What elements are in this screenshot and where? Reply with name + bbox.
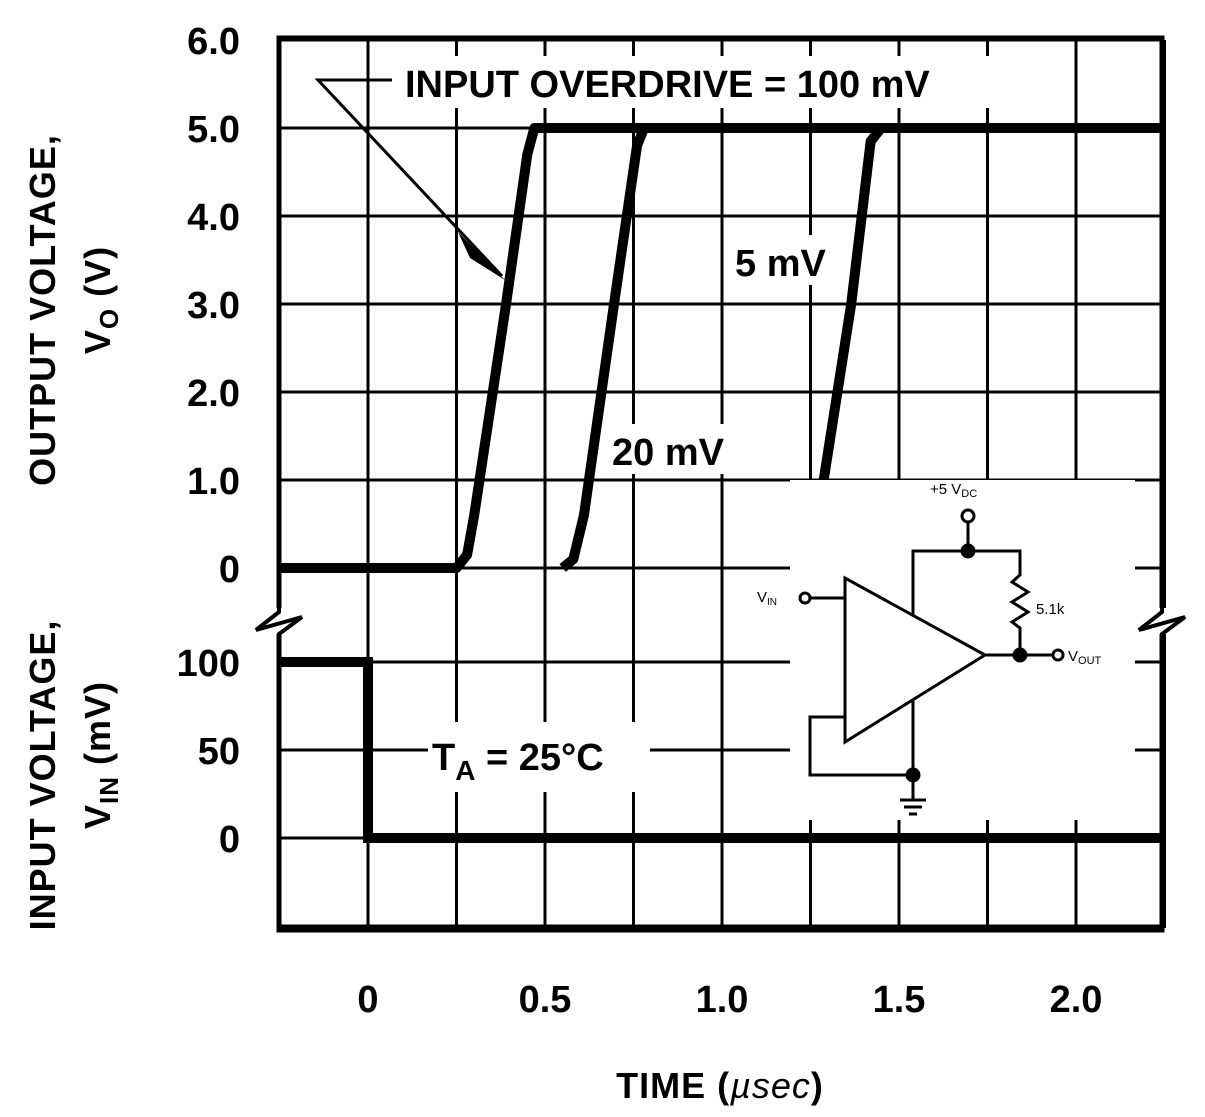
overdrive-label: INPUT OVERDRIVE = 100 mV: [405, 64, 930, 106]
comparator-triangle-icon: [843, 575, 988, 745]
vout-terminal-icon: [1051, 648, 1065, 662]
resistor-label: 5.1k: [1036, 601, 1065, 618]
xlabel: TIME (µsec): [616, 1065, 824, 1106]
lower-ylabel-line1: INPUT VOLTAGE,: [22, 620, 63, 931]
vin-label: VIN: [757, 589, 777, 608]
upper-y-tick-label: 2.0: [187, 373, 240, 415]
lower-y-tick-label: 0: [219, 819, 240, 861]
x-tick-label: 1.0: [696, 979, 749, 1021]
overdrive-leader: [314, 78, 504, 278]
upper-y-tick-label: 4.0: [187, 197, 240, 239]
lower-y-tick-label: 100: [177, 643, 240, 685]
ground-icon: [900, 798, 926, 816]
x-tick-label: 0.5: [519, 979, 572, 1021]
supply-terminal-icon: [960, 508, 976, 524]
x-tick-label: 2.0: [1050, 979, 1103, 1021]
temp-label-bg: [425, 722, 650, 792]
lower-ylabel-line2: VIN (mV): [77, 681, 124, 829]
label-20mv: 20 mV: [612, 432, 725, 474]
axis-break-right: [1137, 600, 1187, 645]
label-5mv-bg: [728, 235, 832, 285]
upper-ylabel-line1: OUTPUT VOLTAGE,: [22, 134, 63, 486]
supply-label: +5 VDC: [930, 481, 977, 500]
lower-y-tick-label: 50: [198, 731, 240, 773]
series-line-100-mv: [279, 123, 1165, 573]
upper-y-tick-label: 3.0: [187, 285, 240, 327]
upper-y-tick-label: 1.0: [187, 461, 240, 503]
axis-break-left: [254, 600, 304, 645]
upper-y-tick-label: 5.0: [187, 109, 240, 151]
temp-label: TA = 25°C: [432, 737, 604, 786]
vout-label: VOUT: [1068, 648, 1102, 667]
tick-labels: 0 0.5 1.0 1.5 2.0 0 1.0 2.0 3.0 4.0 5.0 6.0 0 50 100: [177, 21, 1103, 1021]
upper-y-tick-label: 6.0: [187, 21, 240, 63]
input-voltage-line: [279, 657, 1165, 843]
upper-y-tick-label: 0: [219, 549, 240, 591]
comparator-circuit: [790, 480, 1135, 820]
overdrive-arrowhead-icon: [458, 232, 505, 280]
upper-ylabel-line2: VO (V): [77, 246, 124, 354]
overdrive-label-bg: [398, 56, 1050, 108]
plot-frame: [276, 35, 1165, 933]
x-tick-label: 0: [357, 979, 378, 1021]
label-20mv-bg: [608, 424, 744, 474]
x-tick-label: 1.5: [873, 979, 926, 1021]
label-5mv: 5 mV: [735, 243, 826, 285]
vin-terminal-icon: [798, 591, 812, 605]
series-line-20-mv: [559, 126, 649, 572]
